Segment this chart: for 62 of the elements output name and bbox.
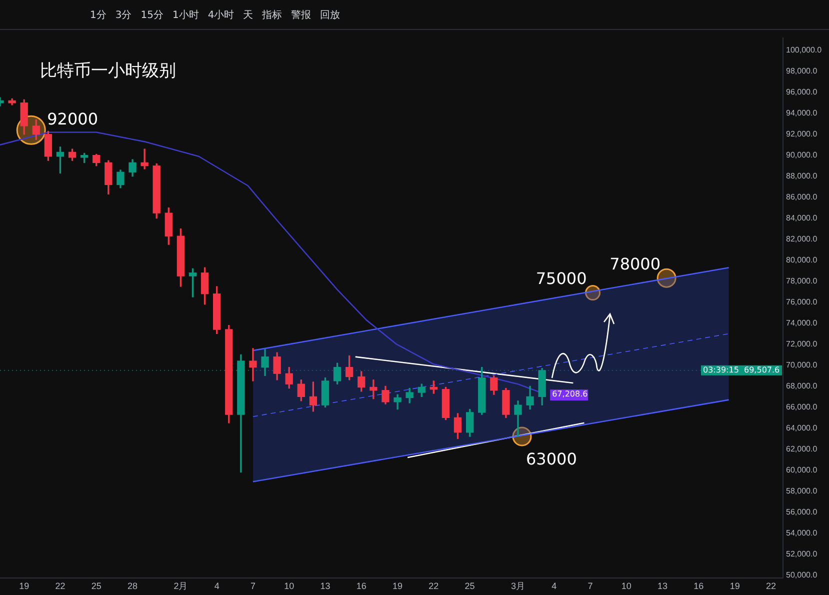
y-tick-label: 82,000.0 [786, 234, 818, 244]
y-tick-label: 76,000.0 [786, 297, 818, 306]
text: 15分 [140, 8, 164, 22]
x-tick-label: 25 [464, 581, 475, 592]
y-tick-label: 72,000.0 [786, 339, 818, 348]
y-tick-label: 86,000.0 [786, 192, 818, 202]
y-tick-label: 94,000.0 [786, 108, 818, 118]
y-tick-label: 60,000.0 [786, 465, 818, 474]
y-tick-label: 92,000.0 [786, 130, 818, 139]
annotation: 63000 [526, 450, 577, 469]
x-tick-label: 10 [621, 581, 632, 592]
x-tick-label: 25 [91, 581, 102, 592]
text: 1小时 [172, 8, 199, 22]
x-tick-label: 16 [356, 581, 366, 592]
text: 3分 [115, 8, 132, 22]
annotation: 75000 [536, 268, 587, 288]
x-tick-label: 19 [19, 581, 30, 592]
y-tick-label: 66,000.0 [786, 402, 818, 412]
y-tick-label: 98,000.0 [786, 66, 818, 76]
y-tick-label: 88,000.0 [786, 172, 818, 181]
text: 天 [243, 8, 254, 22]
x-tick-label: 4 [552, 581, 557, 592]
x-tick-label: 3月 [510, 581, 525, 592]
x-tick-label: 13 [658, 581, 668, 592]
y-tick-label: 50,000.0 [786, 570, 818, 580]
y-tick-label: 70,000.0 [786, 360, 818, 370]
x-tick-label: 16 [694, 581, 704, 592]
y-tick-label: 96,000.0 [786, 88, 818, 97]
y-tick-label: 74,000.0 [786, 318, 818, 328]
x-tick-label: 2月 [174, 581, 188, 592]
y-tick-label: 62,000.0 [786, 444, 818, 454]
y-tick-label: 58,000.0 [786, 486, 818, 496]
x-tick-label: 19 [392, 581, 403, 592]
y-tick-label: 84,000.0 [786, 213, 818, 222]
x-tick-label: 22 [428, 581, 439, 592]
y-tick-label: 56,000.0 [786, 507, 818, 516]
y-tick-label: 80,000.0 [786, 255, 818, 264]
y-tick-label: 52,000.0 [786, 549, 818, 558]
x-tick-label: 7 [250, 581, 256, 592]
x-tick-label: 13 [320, 581, 330, 592]
text: 警报 [291, 8, 312, 22]
x-tick-label: 19 [730, 581, 740, 592]
x-tick-label: 22 [55, 581, 66, 592]
data-label: 67,208.6 [552, 390, 588, 399]
text: 指标 [262, 8, 282, 22]
text: 1分 [90, 8, 106, 22]
y-tick-label: 64,000.0 [786, 423, 818, 432]
x-tick-label: 28 [128, 581, 138, 592]
annotation: 92000 [47, 109, 98, 128]
x-tick-label: 4 [214, 581, 220, 592]
y-tick-label: 68,000.0 [786, 381, 818, 390]
text: 4小时 [208, 8, 234, 22]
text: 比特币一小时级别 [40, 60, 176, 81]
x-tick-label: 7 [588, 581, 593, 592]
y-tick-label: 90,000.0 [786, 150, 818, 160]
annotation: 78000 [610, 254, 661, 274]
x-tick-label: 22 [766, 581, 776, 592]
y-tick-label: 78,000.0 [786, 276, 818, 286]
x-tick-label: 10 [284, 581, 294, 592]
text: 回放 [320, 8, 340, 22]
y-tick-label: 54,000.0 [786, 528, 818, 538]
y-tick-label: 100,000.0 [786, 46, 822, 55]
